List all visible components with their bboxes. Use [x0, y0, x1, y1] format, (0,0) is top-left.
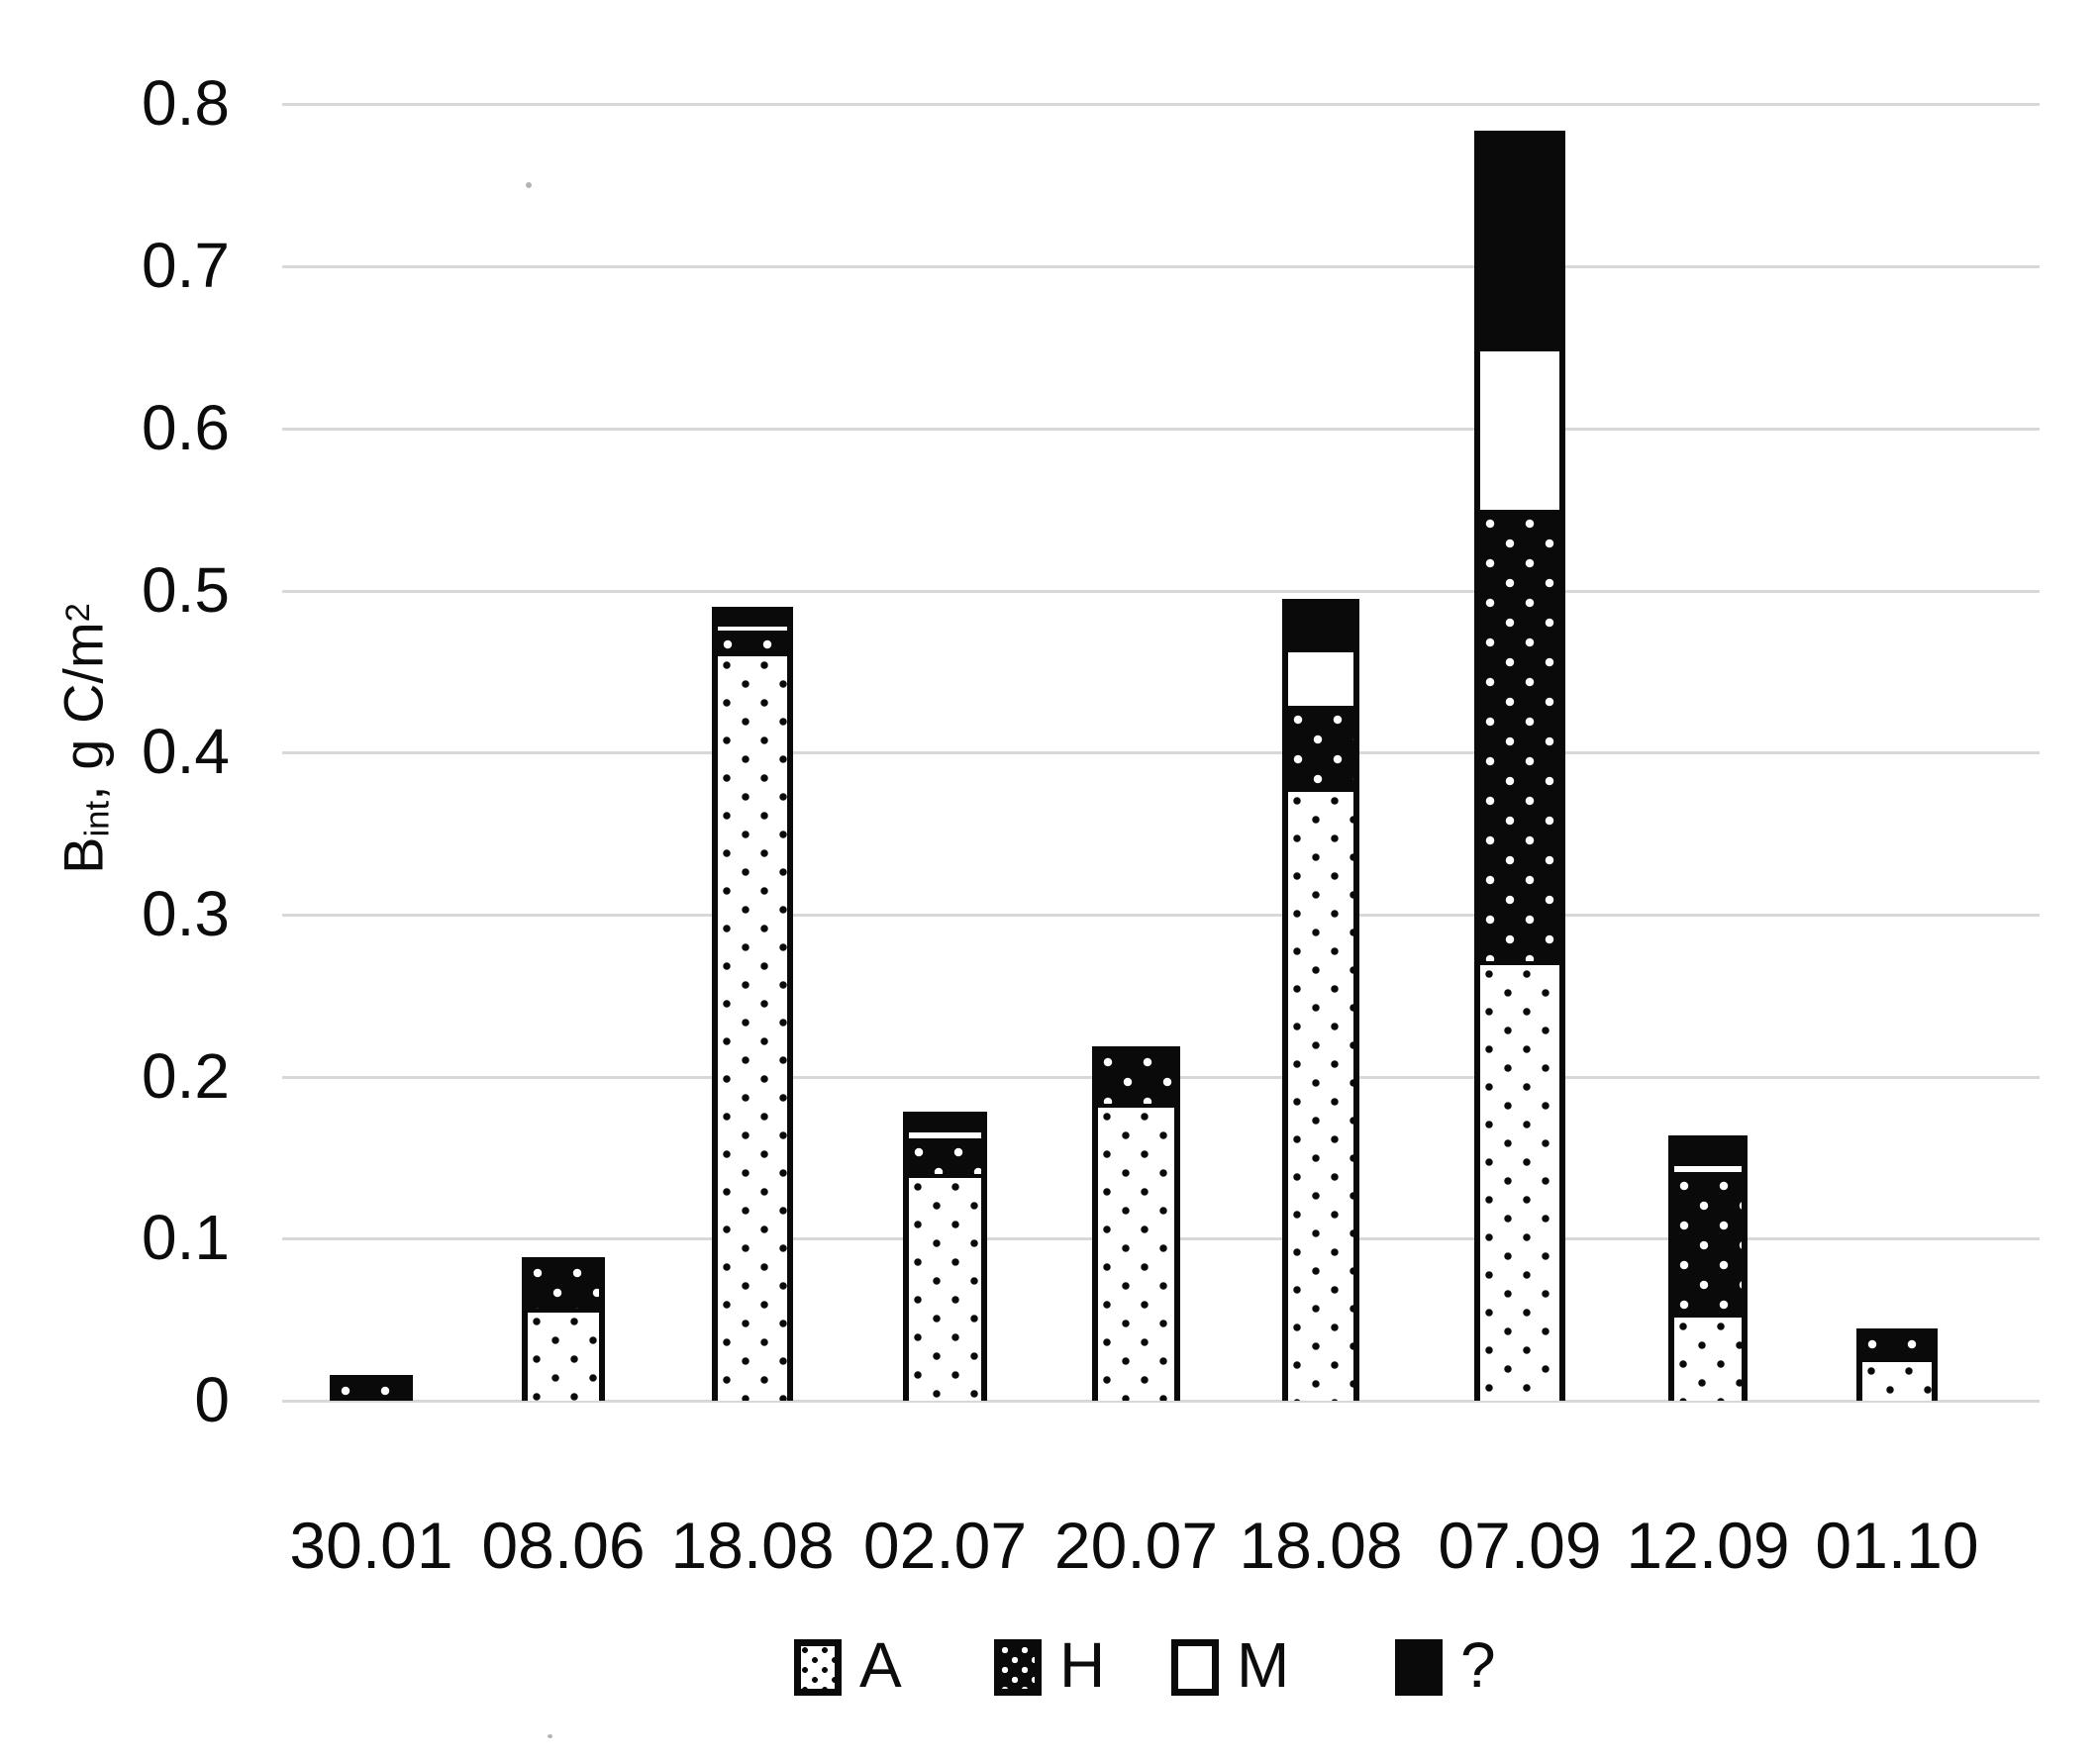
legend-swatch-m-icon — [1171, 1639, 1219, 1696]
bar-segment-q — [718, 613, 787, 624]
bar-segment-m — [1674, 1162, 1742, 1173]
x-axis-label: 08.06 — [481, 1509, 646, 1582]
y-tick-label: 0.1 — [142, 1202, 230, 1274]
legend-swatch-h-icon — [994, 1639, 1042, 1696]
bar-group-18.08 — [1282, 599, 1359, 1401]
gridline-0.8 — [282, 103, 2040, 107]
bar-segment-a — [1862, 1358, 1932, 1401]
bar-segment-a — [528, 1308, 599, 1401]
legend-swatch-q-icon — [1395, 1639, 1443, 1696]
bar-segment-h — [909, 1137, 981, 1174]
y-axis-title-subscript: int — [78, 800, 117, 837]
x-axis-label: 01.10 — [1815, 1509, 1979, 1582]
bar-group-12.09 — [1668, 1135, 1748, 1401]
legend-label: ? — [1460, 1629, 1496, 1701]
legend-swatch-a-icon — [794, 1639, 842, 1696]
legend-label: H — [1059, 1629, 1106, 1701]
bar-segment-h — [1862, 1333, 1932, 1359]
speck-artifact-top — [526, 182, 532, 188]
bar-segment-h — [1480, 509, 1559, 962]
legend-label: A — [859, 1629, 902, 1701]
bar-segment-a — [909, 1173, 981, 1401]
x-axis-label: 18.08 — [670, 1509, 835, 1582]
bar-group-08.06 — [522, 1256, 605, 1401]
bar-segment-h — [1674, 1172, 1742, 1314]
bar-segment-q — [909, 1117, 981, 1128]
y-tick-label: 0.4 — [142, 716, 230, 788]
bar-segment-h — [1098, 1052, 1174, 1105]
x-axis-label: 30.01 — [289, 1509, 453, 1582]
x-axis-label: 20.07 — [1053, 1509, 1219, 1582]
bar-segment-m — [909, 1127, 981, 1138]
gridline-0.3 — [282, 913, 2040, 917]
bar-group-18.08 — [712, 607, 793, 1401]
bar-segment-a — [1674, 1313, 1742, 1401]
y-tick-label: 0 — [194, 1364, 230, 1435]
bar-segment-a — [1480, 961, 1559, 1401]
gridline-0.4 — [282, 751, 2040, 755]
x-axis-label: 07.09 — [1438, 1509, 1602, 1582]
x-axis-label: 18.08 — [1239, 1509, 1403, 1582]
bar-segment-a — [1098, 1104, 1174, 1401]
bar-segment-h — [528, 1262, 599, 1309]
bar-segment-m — [1288, 648, 1353, 706]
bar-group-01.10 — [1856, 1327, 1938, 1401]
gridline-0.7 — [282, 265, 2040, 269]
gridline-0.6 — [282, 427, 2040, 431]
gridline-0 — [282, 1400, 2040, 1403]
y-tick-label: 0.8 — [142, 67, 230, 140]
x-axis-label: 02.07 — [862, 1509, 1028, 1582]
bar-group-20.07 — [1092, 1046, 1180, 1401]
y-tick-label: 0.2 — [142, 1039, 230, 1112]
bar-group-30.01 — [330, 1375, 413, 1401]
legend-label: M — [1237, 1629, 1290, 1701]
bar-segment-q — [1674, 1141, 1742, 1163]
bar-segment-m — [1480, 346, 1559, 510]
bar-segment-q — [1480, 137, 1559, 347]
bar-segment-a — [718, 651, 787, 1401]
y-tick-label: 0.6 — [142, 391, 230, 463]
gridline-0.5 — [282, 589, 2040, 593]
y-tick-label: 0.5 — [142, 553, 230, 626]
bar-segment-h — [336, 1381, 407, 1401]
bar-segment-m — [718, 623, 787, 632]
bar-segment-a — [1288, 788, 1353, 1401]
y-tick-label: 0.3 — [142, 877, 230, 949]
bar-group-02.07 — [903, 1111, 987, 1401]
bar-segment-h — [1288, 705, 1353, 789]
y-tick-label: 0.7 — [142, 230, 230, 302]
x-axis-label: 12.09 — [1626, 1509, 1790, 1582]
bar-group-07.09 — [1474, 131, 1565, 1401]
bar-segment-q — [1288, 605, 1353, 649]
bar-segment-h — [718, 631, 787, 652]
y-axis-title-base: B — [51, 836, 115, 874]
speck-artifact-bottom — [548, 1734, 552, 1738]
